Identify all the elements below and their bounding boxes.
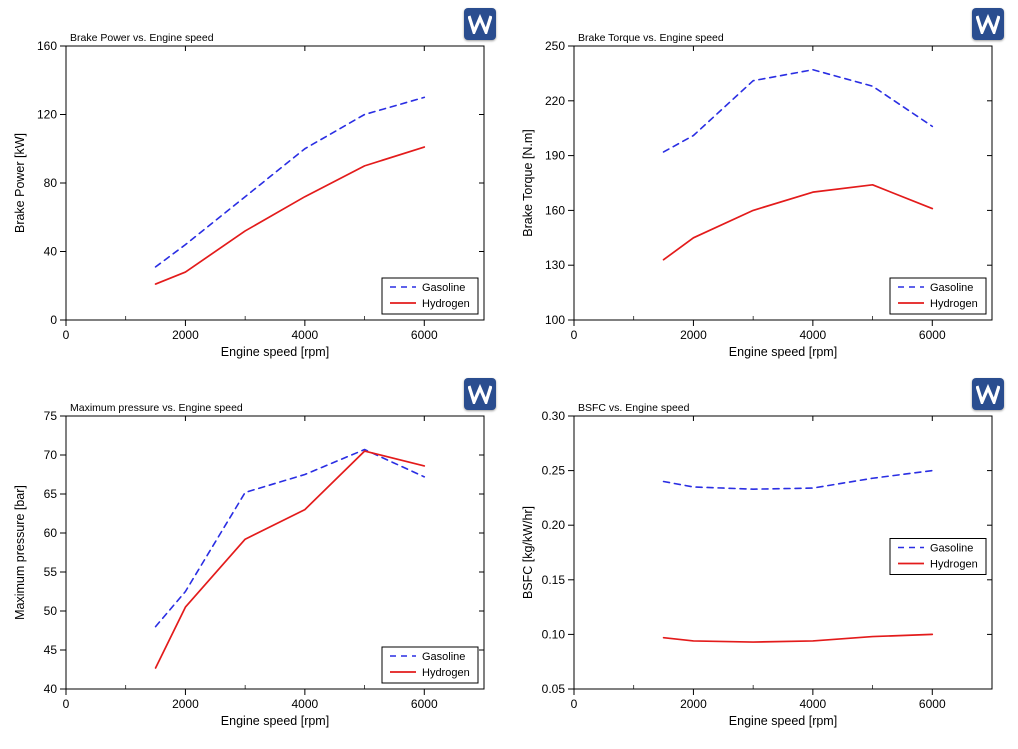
y-tick-label: 0.15: [542, 573, 566, 587]
x-tick-label: 6000: [919, 697, 946, 711]
y-axis-title: Maximum pressure [bar]: [13, 485, 27, 620]
series-gasoline: [664, 471, 933, 490]
chart-brake_power: 0 2000 4000 6000 0 40 80 120 160 Engine speed [rp…: [8, 4, 502, 370]
x-tick-label: 4000: [800, 697, 827, 711]
chart-bsfc: 0 2000 4000 6000 0.05 0.10 0.15 0.20 0.25 0.30 Eng…: [516, 374, 1010, 739]
y-tick-label: 130: [545, 258, 565, 272]
y-axis-title: Brake Power [kW]: [13, 133, 27, 233]
y-tick-label: 120: [37, 108, 57, 122]
series-hydrogen: [156, 451, 425, 668]
legend-label: Gasoline: [422, 282, 465, 294]
wave-logo-icon: [464, 8, 496, 40]
y-tick-label: 45: [44, 643, 58, 657]
legend-label: Gasoline: [930, 543, 973, 555]
wave-logo-icon: [972, 8, 1004, 40]
x-axis-title: Engine speed [rpm]: [221, 714, 329, 728]
y-tick-label: 70: [44, 448, 58, 462]
y-tick-label: 100: [545, 313, 565, 327]
chart-title: BSFC vs. Engine speed: [578, 402, 690, 414]
x-tick-label: 0: [571, 697, 578, 711]
series-hydrogen: [664, 185, 933, 260]
y-tick-label: 0: [50, 313, 57, 327]
x-tick-label: 2000: [172, 697, 199, 711]
y-tick-label: 160: [37, 39, 57, 53]
y-axis-title: Brake Torque [N.m]: [521, 129, 535, 236]
wave-logo-icon: [972, 378, 1004, 410]
x-axis-title: Engine speed [rpm]: [221, 345, 329, 359]
y-tick-label: 0.30: [542, 409, 566, 423]
panel-brake-power: 0 2000 4000 6000 0 40 80 120 160 Engine speed [rp…: [8, 4, 502, 370]
series-gasoline: [664, 70, 933, 152]
y-tick-label: 50: [44, 604, 58, 618]
series-gasoline: [156, 97, 425, 267]
x-tick-label: 0: [571, 328, 578, 342]
chart-grid: 020004000600004080120160Engine speed [rp…: [0, 0, 1018, 749]
x-tick-label: 6000: [411, 328, 438, 342]
y-axis-title: BSFC [kg/kW/hr]: [521, 506, 535, 599]
x-axis-title: Engine speed [rpm]: [729, 714, 837, 728]
legend-label: Gasoline: [930, 282, 973, 294]
y-tick-label: 80: [44, 176, 58, 190]
chart-title: Brake Power vs. Engine speed: [70, 32, 214, 44]
y-tick-label: 0.05: [542, 682, 566, 696]
panel-max-pressure: 0 2000 4000 6000 40 45 50 55 60 65 70 75 Engine spee…: [8, 374, 502, 739]
x-tick-label: 4000: [800, 328, 827, 342]
y-tick-label: 60: [44, 526, 58, 540]
y-tick-label: 55: [44, 565, 58, 579]
y-tick-label: 190: [545, 149, 565, 163]
series-hydrogen: [664, 634, 933, 642]
chart-title: Brake Torque vs. Engine speed: [578, 32, 724, 44]
series-hydrogen: [156, 147, 425, 284]
y-tick-label: 0.20: [542, 518, 566, 532]
panel-brake-torque: 0 2000 4000 6000 100 130 160 190 220 250 Engine sp…: [516, 4, 1010, 370]
legend-label: Hydrogen: [422, 667, 470, 679]
x-tick-label: 4000: [292, 328, 319, 342]
x-tick-label: 2000: [680, 697, 707, 711]
y-tick-label: 75: [44, 409, 58, 423]
legend-label: Hydrogen: [422, 298, 470, 310]
y-tick-label: 40: [44, 682, 58, 696]
x-axis-title: Engine speed [rpm]: [729, 345, 837, 359]
panel-bsfc: 0 2000 4000 6000 0.05 0.10 0.15 0.20 0.25 0.30 Eng…: [516, 374, 1010, 739]
x-tick-label: 2000: [172, 328, 199, 342]
y-tick-label: 40: [44, 245, 58, 259]
x-tick-label: 0: [63, 697, 70, 711]
legend-label: Gasoline: [422, 651, 465, 663]
y-tick-label: 0.10: [542, 627, 566, 641]
legend-label: Hydrogen: [930, 559, 978, 571]
y-tick-label: 65: [44, 487, 58, 501]
x-tick-label: 0: [63, 328, 70, 342]
y-tick-label: 220: [545, 94, 565, 108]
series-gasoline: [156, 450, 425, 627]
x-tick-label: 4000: [292, 697, 319, 711]
y-tick-label: 160: [545, 203, 565, 217]
chart-max_pressure: 0 2000 4000 6000 40 45 50 55 60 65 70 75 Engine spee…: [8, 374, 502, 739]
y-tick-label: 250: [545, 39, 565, 53]
chart-brake_torque: 0 2000 4000 6000 100 130 160 190 220 250 Engine sp…: [516, 4, 1010, 370]
x-tick-label: 6000: [919, 328, 946, 342]
chart-title: Maximum pressure vs. Engine speed: [70, 402, 243, 414]
legend-label: Hydrogen: [930, 298, 978, 310]
x-tick-label: 2000: [680, 328, 707, 342]
x-tick-label: 6000: [411, 697, 438, 711]
y-tick-label: 0.25: [542, 464, 566, 478]
wave-logo-icon: [464, 378, 496, 410]
